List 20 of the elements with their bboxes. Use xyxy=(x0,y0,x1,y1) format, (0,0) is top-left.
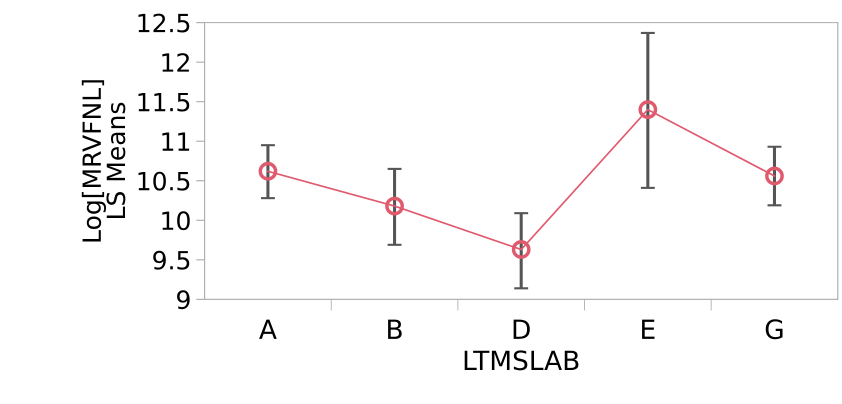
x-tick-label: A xyxy=(259,320,277,339)
point xyxy=(512,240,531,259)
point xyxy=(258,162,278,181)
y-tick-label: 11.5 xyxy=(138,92,190,112)
x-tick-label: E xyxy=(642,320,654,339)
y-tick-label: 9.5 xyxy=(153,250,190,270)
point xyxy=(638,100,658,119)
x-tick-label: D xyxy=(514,320,530,339)
y-tick-label: 9 xyxy=(177,290,190,310)
x-tick-label: G xyxy=(766,319,783,340)
y-tick-label: 10.5 xyxy=(138,172,190,191)
y-axis-title: Log[MRVFNL] LS Means xyxy=(82,80,126,242)
y-tick-label: 12.5 xyxy=(138,14,190,32)
y-tick-label: 12 xyxy=(162,53,189,72)
x-axis-title: LTMSLAB xyxy=(464,350,578,370)
x-tick-label: B xyxy=(388,320,402,339)
point xyxy=(765,166,784,186)
y-tick-label: 11 xyxy=(162,132,190,151)
y-tick-label: 10 xyxy=(162,211,190,230)
point xyxy=(385,196,404,216)
